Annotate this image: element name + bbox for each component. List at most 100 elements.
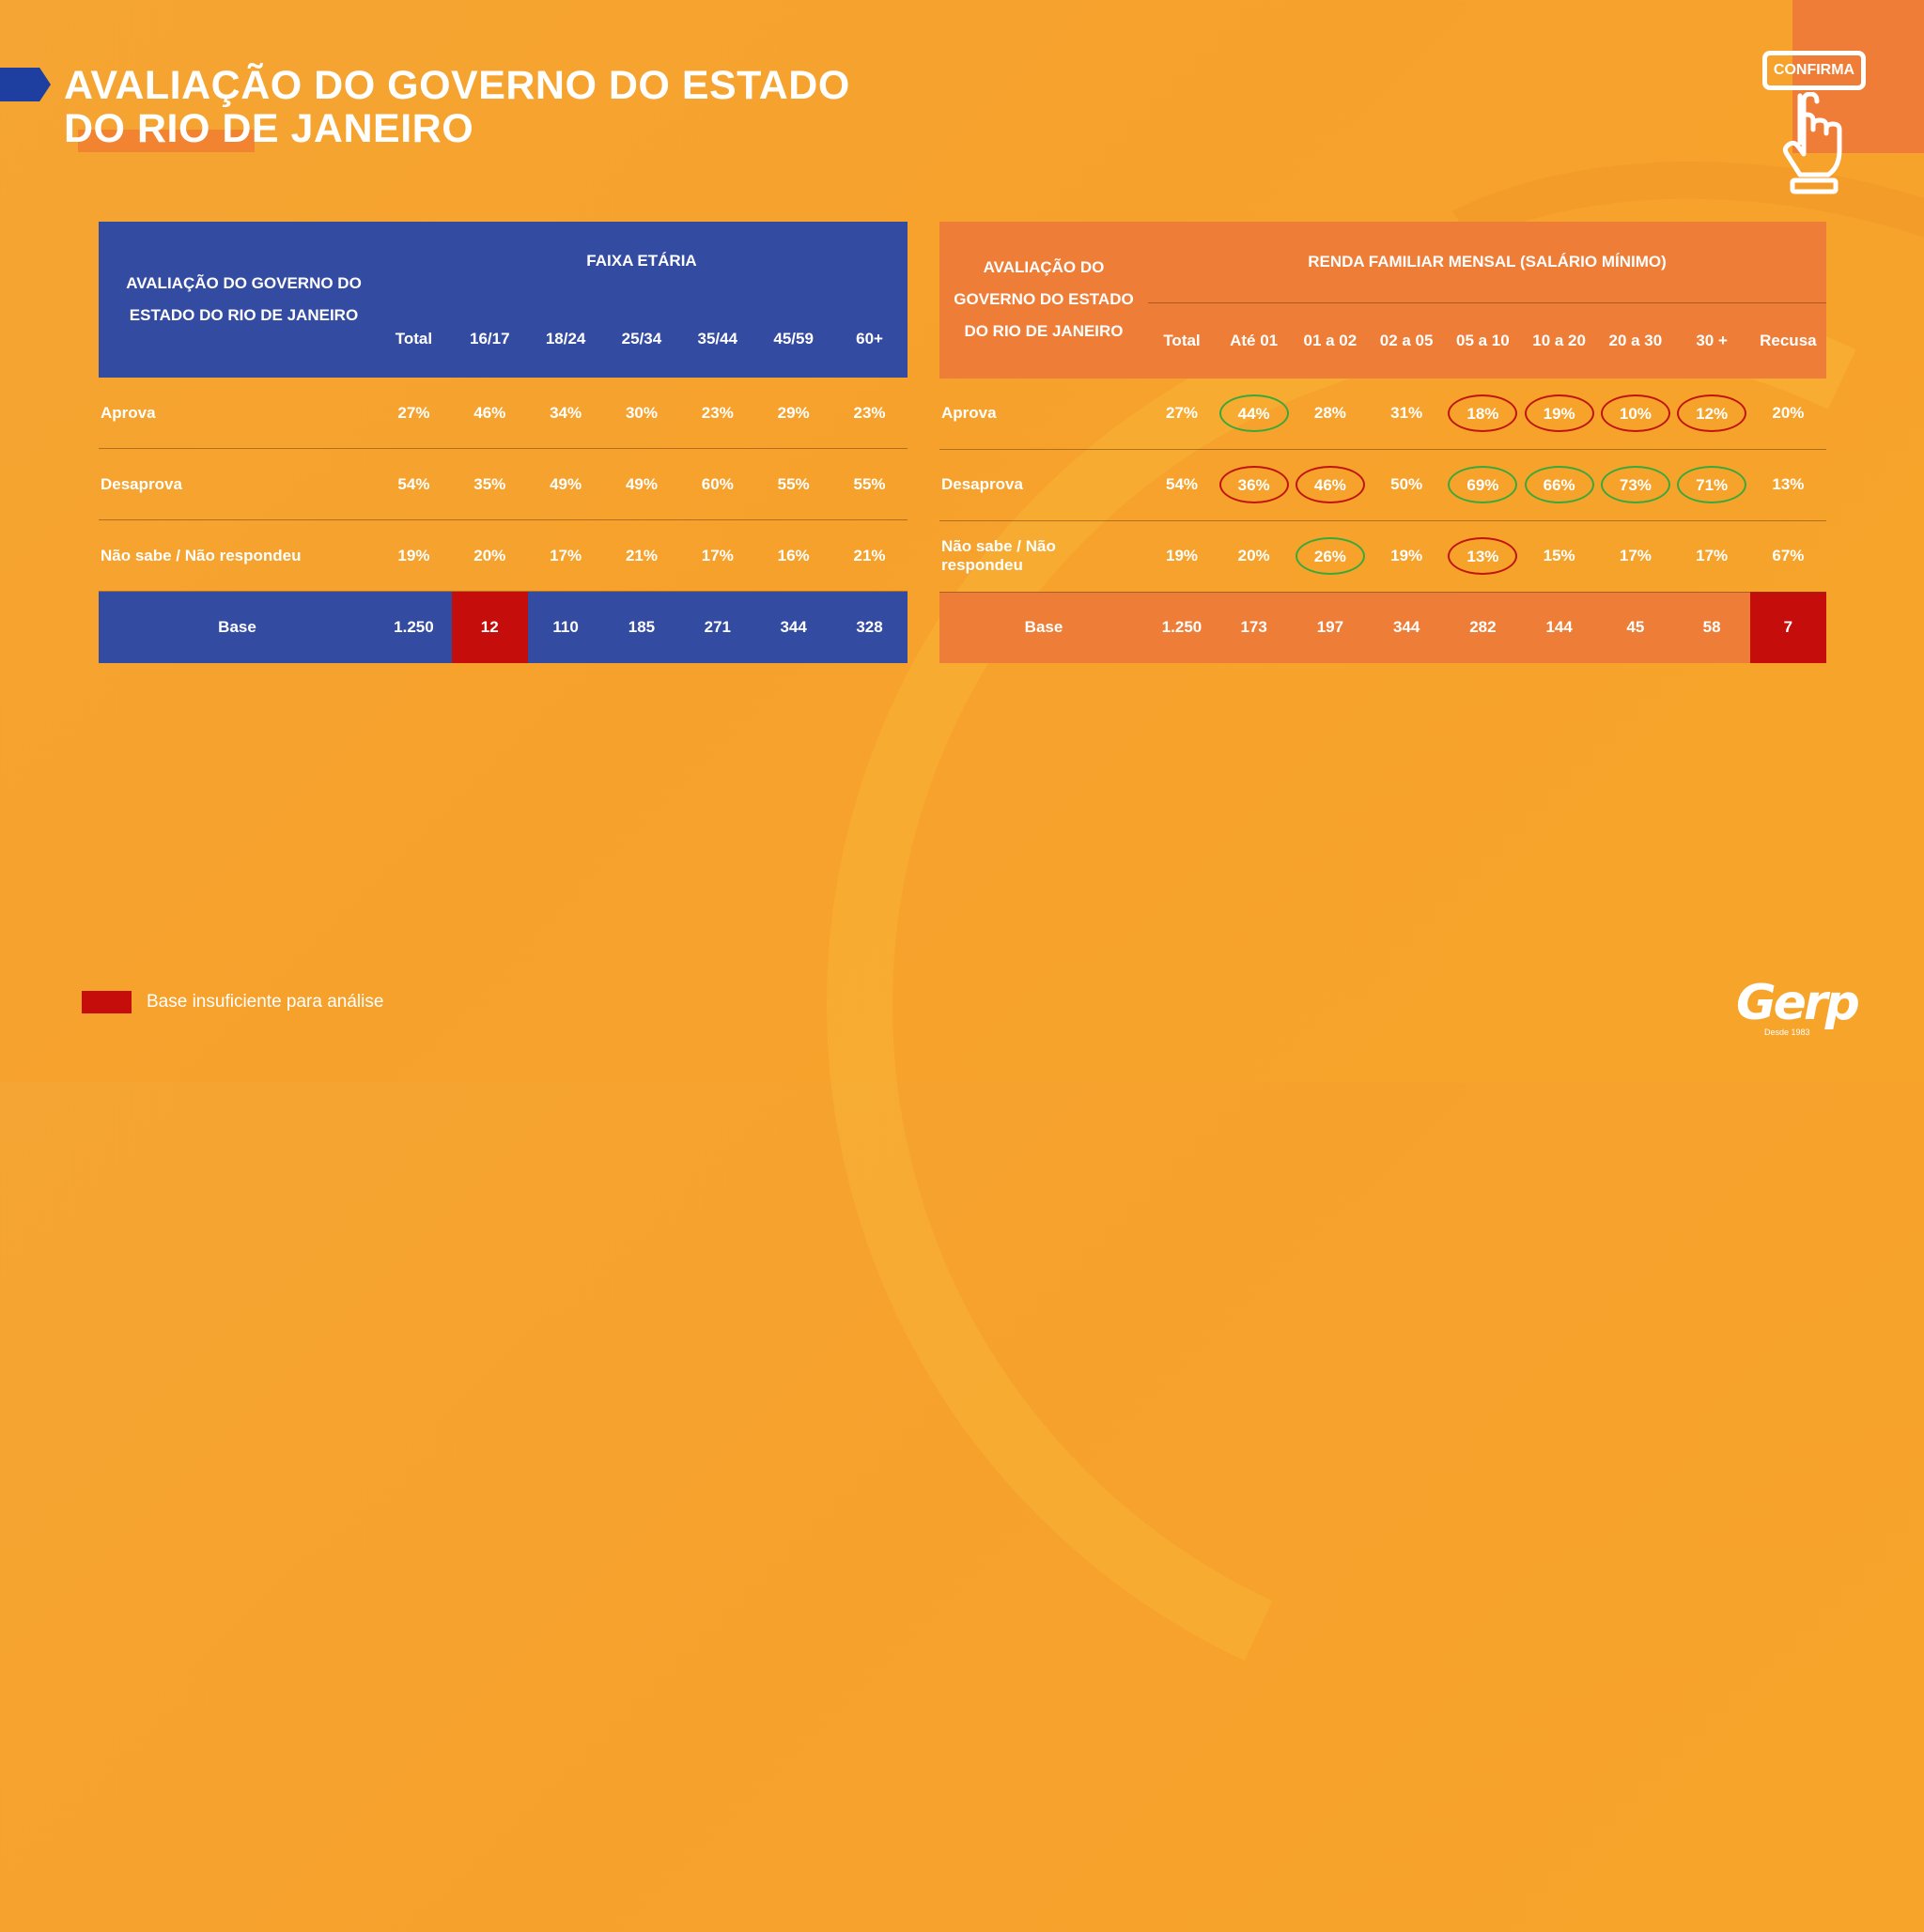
age-base-cell-insufficient: 12	[451, 591, 528, 663]
income-cell-highlight-red: 13%	[1448, 537, 1518, 575]
confirma-label: CONFIRMA	[1773, 62, 1855, 78]
age-col-45-59: 45/59	[773, 330, 814, 348]
income-cell-highlight-green: 69%	[1448, 466, 1518, 503]
age-base-cell: 110	[552, 617, 579, 636]
age-col-25-34: 25/34	[621, 330, 662, 348]
income-corner-label-line1: AVALIAÇÃO DO	[983, 258, 1105, 277]
age-col-60-plus: 60+	[856, 330, 883, 348]
age-cell: 49%	[603, 448, 680, 520]
confirma-box: CONFIRMA	[1762, 51, 1866, 90]
income-cell: 15%	[1521, 520, 1598, 593]
income-table: AVALIAÇÃO DO GOVERNO DO ESTADO DO RIO DE…	[939, 222, 1826, 663]
income-row-label-text: Não sabe / Não respondeu	[941, 537, 1056, 574]
income-base-cell-insufficient: 7	[1749, 592, 1826, 663]
income-col-total: Total	[1163, 331, 1201, 349]
income-row-label: Não sabe / Não respondeu	[939, 520, 1148, 593]
age-cell: 27%	[376, 378, 452, 449]
age-cell: 23%	[679, 378, 756, 449]
income-col-05-10: 05 a 10	[1456, 331, 1510, 349]
age-col-35-44: 35/44	[697, 330, 738, 348]
income-cell-highlight-red: 10%	[1600, 394, 1670, 432]
page-title: AVALIAÇÃO DO GOVERNO DO ESTADO DO RIO DE…	[64, 64, 850, 150]
income-cell: 50%	[1368, 449, 1445, 521]
title-highlight	[78, 130, 255, 152]
income-cell-highlight-green: 44%	[1218, 394, 1289, 432]
confirma-badge: CONFIRMA	[1759, 49, 1875, 199]
legend-swatch	[82, 991, 132, 1013]
table-row: Aprova 27% 46% 34% 30% 23% 29% 23%	[99, 378, 908, 449]
income-base-cell: 144	[1545, 618, 1573, 637]
income-col-10-20: 10 a 20	[1532, 331, 1586, 349]
table-row: Aprova 27% 44% 28% 31% 18% 19% 10% 12% 2…	[939, 378, 1826, 450]
logo-tagline: Desde 1983	[1764, 1028, 1810, 1037]
title-arrow-icon	[0, 68, 51, 101]
legend: Base insuficiente para análise	[82, 991, 383, 1013]
income-cell: 54%	[1148, 449, 1216, 521]
age-cell: 19%	[376, 519, 452, 592]
income-col-20-30: 20 a 30	[1608, 331, 1663, 349]
age-cell: 30%	[603, 378, 680, 449]
income-group-title: RENDA FAMILIAR MENSAL (SALÁRIO MÍNIMO)	[1148, 222, 1826, 303]
income-cell: 20%	[1216, 520, 1293, 593]
age-cell: 23%	[831, 378, 908, 449]
income-cell-highlight-green: 26%	[1295, 537, 1365, 575]
income-col-02-05: 02 a 05	[1379, 331, 1434, 349]
income-cell: 13%	[1749, 449, 1826, 521]
income-base-cell: 1.250	[1161, 618, 1202, 637]
age-cell: 29%	[755, 378, 832, 449]
income-base-label: Base	[1024, 618, 1063, 637]
age-row-label: Não sabe / Não respondeu	[99, 519, 376, 592]
age-base-cell: 185	[628, 617, 656, 636]
age-cell: 54%	[376, 448, 452, 520]
income-cell-highlight-green: 66%	[1524, 466, 1594, 503]
age-corner-label-line1: AVALIAÇÃO DO GOVERNO DO	[126, 274, 362, 292]
income-col-01-02: 01 a 02	[1303, 331, 1358, 349]
age-cell: 49%	[527, 448, 604, 520]
age-row-label: Aprova	[99, 378, 376, 449]
income-cell-highlight-red: 36%	[1218, 466, 1289, 503]
age-corner-label-line2: ESTADO DO RIO DE JANEIRO	[129, 306, 359, 324]
income-cell: 20%	[1749, 378, 1826, 450]
income-cell: 17%	[1673, 520, 1750, 593]
income-col-ate-01: Até 01	[1230, 331, 1279, 349]
age-cell: 17%	[679, 519, 756, 592]
age-cell: 34%	[527, 378, 604, 449]
income-cell: 19%	[1368, 520, 1445, 593]
age-base-cell: 344	[780, 617, 807, 636]
income-base-cell: 58	[1702, 618, 1721, 637]
income-base-cell: 282	[1469, 618, 1497, 637]
age-table: AVALIAÇÃO DO GOVERNO DO ESTADO DO RIO DE…	[99, 222, 908, 663]
age-cell: 21%	[603, 519, 680, 592]
income-col-30-plus: 30 +	[1696, 331, 1728, 349]
income-base-cell: 344	[1392, 618, 1420, 637]
age-corner-label: AVALIAÇÃO DO GOVERNO DO ESTADO DO RIO DE…	[99, 222, 376, 378]
income-corner-label-line3: DO RIO DE JANEIRO	[964, 322, 1124, 341]
income-cell: 28%	[1292, 378, 1369, 450]
age-col-16-17: 16/17	[469, 330, 510, 348]
income-corner-label: AVALIAÇÃO DO GOVERNO DO ESTADO DO RIO DE…	[939, 222, 1148, 379]
age-base-cell: 1.250	[394, 617, 434, 636]
income-row-label: Aprova	[939, 378, 1148, 450]
age-cell: 17%	[527, 519, 604, 592]
age-cell: 21%	[831, 519, 908, 592]
income-cell: 67%	[1749, 520, 1826, 593]
income-cell: 31%	[1368, 378, 1445, 450]
income-corner-label-line2: GOVERNO DO ESTADO	[954, 290, 1134, 309]
income-base-cell: 45	[1626, 618, 1645, 637]
income-cell-highlight-red: 46%	[1295, 466, 1365, 503]
income-col-recusa: Recusa	[1760, 331, 1817, 349]
table-row: Não sabe / Não respondeu 19% 20% 26% 19%…	[939, 520, 1826, 593]
income-cell: 19%	[1148, 520, 1216, 593]
income-cell-highlight-green: 71%	[1677, 466, 1747, 503]
income-cell-highlight-red: 18%	[1448, 394, 1518, 432]
age-col-total: Total	[395, 330, 433, 348]
income-base-row: Base 1.250 173 197 344 282 144 45 58 7	[939, 592, 1826, 663]
legend-text: Base insuficiente para análise	[147, 992, 384, 1012]
age-base-cell: 328	[856, 617, 883, 636]
income-cell: 17%	[1597, 520, 1674, 593]
age-col-18-24: 18/24	[545, 330, 586, 348]
age-cell: 55%	[831, 448, 908, 520]
age-cell: 20%	[451, 519, 528, 592]
age-cell: 46%	[451, 378, 528, 449]
age-cell: 16%	[755, 519, 832, 592]
